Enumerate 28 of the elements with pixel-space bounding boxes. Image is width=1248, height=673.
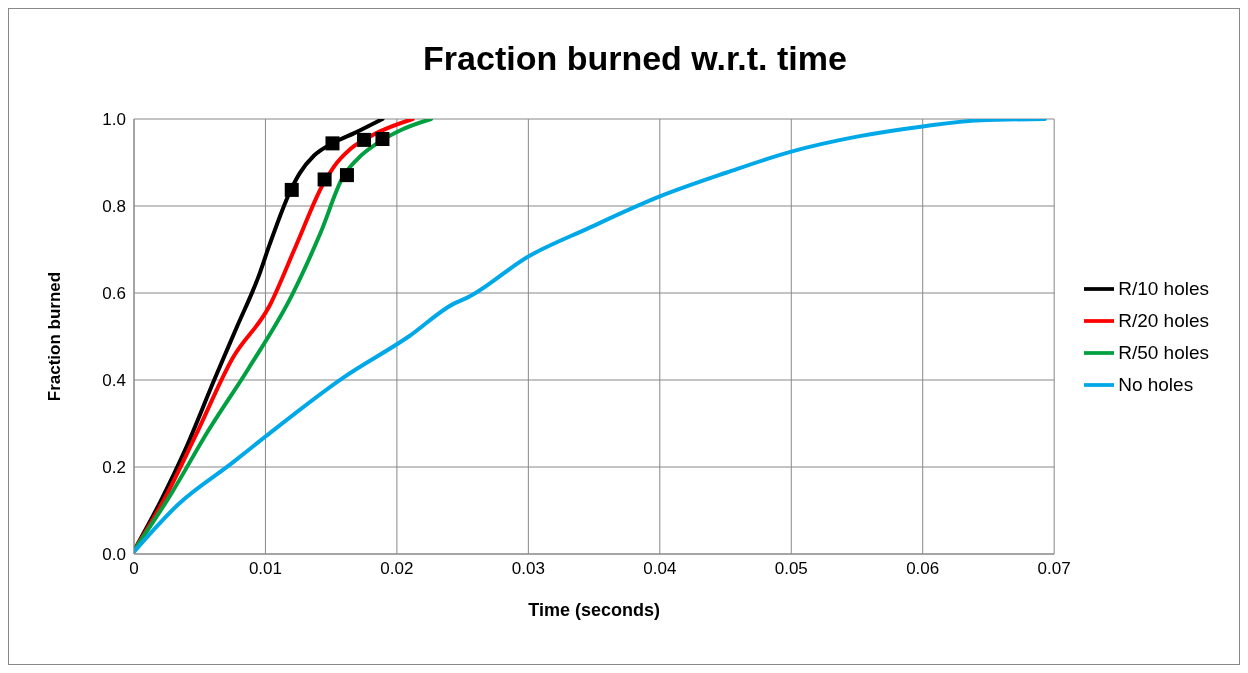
legend-label: No holes xyxy=(1118,373,1194,395)
point xyxy=(317,172,332,187)
y-tick-label: 0.8 xyxy=(102,197,126,217)
point xyxy=(375,132,390,147)
x-tick-label: 0.04 xyxy=(643,559,677,579)
y-tick-label: 1.0 xyxy=(102,110,126,130)
y-axis-title: Fraction burned xyxy=(45,271,65,402)
y-tick-label: 0.0 xyxy=(102,545,126,565)
x-tick-label: 0.06 xyxy=(906,559,940,579)
point xyxy=(325,136,340,151)
x-tick-label: 0.07 xyxy=(1037,559,1071,579)
x-tick-label: 0.05 xyxy=(774,559,808,579)
y-tick-label: 0.2 xyxy=(102,458,126,478)
point xyxy=(339,168,354,183)
y-tick-label: 0.6 xyxy=(102,284,126,304)
x-tick-label: 0.03 xyxy=(511,559,545,579)
line-series xyxy=(134,119,1047,554)
legend-label: R/20 holes xyxy=(1118,309,1209,331)
x-tick-label: 0.02 xyxy=(380,559,414,579)
legend-label: R/50 holes xyxy=(1118,341,1209,363)
legend-label: R/10 holes xyxy=(1118,277,1209,299)
point xyxy=(357,132,372,147)
x-tick-label: 0.01 xyxy=(248,559,282,579)
y-tick-label: 0.4 xyxy=(102,371,126,391)
chart-title: Fraction burned w.r.t. time xyxy=(422,39,848,78)
point xyxy=(284,182,299,197)
x-axis-title: Time (seconds) xyxy=(528,600,660,620)
x-tick-label: 0 xyxy=(129,559,139,579)
